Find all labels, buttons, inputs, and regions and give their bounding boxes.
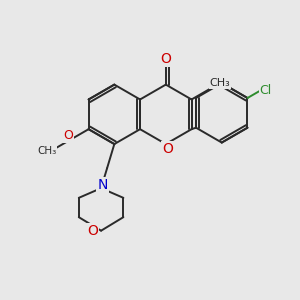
Text: CH₃: CH₃: [37, 146, 56, 157]
Text: N: N: [98, 178, 108, 192]
Text: CH₃: CH₃: [210, 78, 230, 88]
Text: O: O: [87, 224, 98, 238]
Text: Cl: Cl: [260, 84, 272, 97]
Text: O: O: [63, 129, 73, 142]
Text: O: O: [162, 142, 173, 156]
Text: O: O: [160, 52, 171, 66]
